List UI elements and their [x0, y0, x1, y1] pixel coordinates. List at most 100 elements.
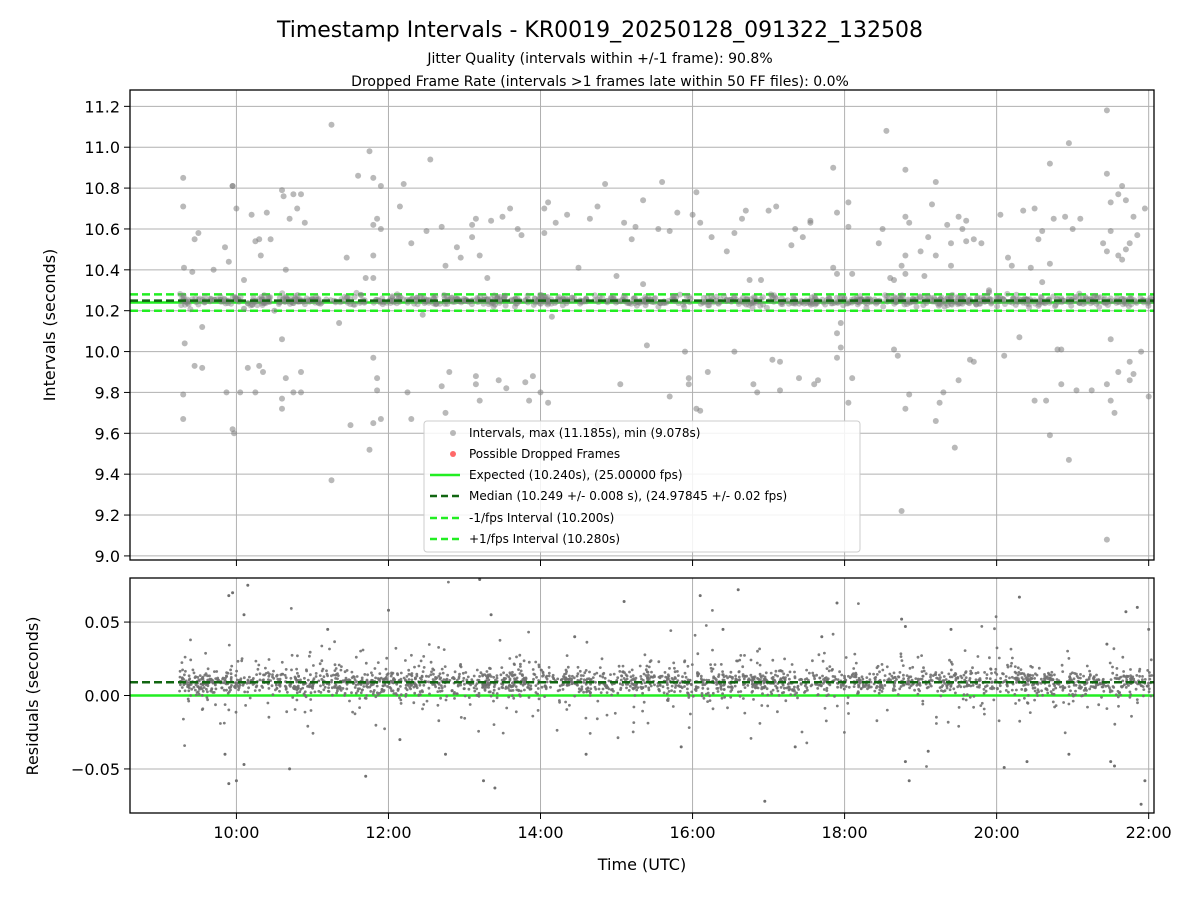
residual-point — [613, 711, 617, 715]
residual-point — [318, 674, 322, 677]
residual-point — [758, 722, 762, 725]
residual-point — [564, 700, 567, 704]
interval-point — [446, 369, 453, 375]
residual-point — [994, 667, 998, 671]
residual-point — [487, 690, 491, 694]
residual-point — [488, 666, 491, 670]
interval-point — [276, 294, 283, 301]
residual-point — [1086, 705, 1089, 709]
residual-point — [1092, 675, 1096, 679]
residual-point — [705, 692, 708, 696]
interval-point — [279, 187, 285, 194]
interval-point — [548, 313, 555, 320]
interval-point — [925, 234, 932, 241]
interval-point — [757, 302, 764, 309]
interval-point — [280, 193, 287, 200]
residual-point — [536, 709, 540, 712]
residual-point — [1124, 675, 1128, 679]
residual-point — [547, 666, 551, 669]
residual-point — [776, 674, 779, 678]
interval-point — [799, 234, 806, 241]
residual-point — [1043, 673, 1046, 676]
interval-point — [232, 294, 238, 300]
interval-point — [906, 219, 913, 226]
residual-point — [957, 724, 961, 728]
interval-point — [370, 420, 377, 427]
residual-point — [639, 675, 643, 678]
interval-point — [845, 399, 852, 406]
interval-point — [880, 303, 887, 310]
residual-point — [396, 689, 400, 692]
chart-subtitle-dropped: Dropped Frame Rate (intervals >1 frames … — [351, 74, 849, 90]
residual-point — [743, 686, 747, 689]
residual-point — [236, 684, 240, 688]
residual-point — [335, 691, 338, 695]
residual-point — [857, 683, 860, 687]
interval-point — [1026, 304, 1033, 311]
interval-point — [377, 416, 384, 422]
residual-point — [534, 691, 538, 694]
interval-point — [379, 301, 386, 308]
residual-point — [417, 694, 421, 697]
residual-point — [783, 678, 787, 682]
residual-point — [541, 671, 545, 675]
interval-point — [1107, 228, 1114, 234]
residual-point — [1049, 690, 1053, 693]
residual-point — [1127, 684, 1130, 687]
interval-point — [187, 306, 194, 313]
interval-point — [731, 348, 738, 355]
interval-point — [469, 221, 476, 228]
residual-point — [319, 691, 323, 694]
residual-point — [522, 659, 526, 663]
residual-point — [407, 668, 411, 672]
interval-point — [522, 379, 529, 386]
residual-point — [1143, 678, 1147, 681]
residual-point — [222, 721, 226, 725]
residual-point — [779, 686, 783, 689]
residual-point — [677, 684, 680, 688]
residual-point — [439, 676, 443, 680]
residual-point — [699, 674, 703, 678]
residual-point — [828, 665, 832, 668]
residual-point — [313, 690, 317, 694]
residual-point — [1014, 702, 1017, 705]
residual-point — [839, 685, 843, 689]
interval-point — [1091, 293, 1098, 299]
residual-point — [1067, 685, 1071, 688]
residual-point — [515, 655, 518, 659]
interval-point — [185, 301, 192, 308]
interval-point — [807, 301, 814, 308]
interval-point — [181, 264, 187, 271]
residual-point — [1009, 647, 1013, 651]
interval-point — [594, 203, 601, 210]
residual-point — [749, 673, 753, 677]
residual-point — [949, 627, 953, 631]
residual-point — [1111, 685, 1115, 688]
residual-point — [527, 630, 530, 634]
residual-point — [756, 649, 759, 653]
interval-point — [400, 181, 407, 187]
residual-point — [366, 673, 369, 677]
interval-point — [837, 344, 844, 351]
interval-point — [683, 293, 690, 299]
y-tick-label: 0.00 — [84, 687, 120, 706]
residual-point — [736, 588, 740, 592]
interval-point — [1103, 248, 1110, 255]
interval-point — [541, 293, 548, 300]
interval-point — [290, 191, 297, 198]
residual-point — [202, 686, 206, 689]
residual-point — [1060, 663, 1064, 667]
interval-point — [223, 389, 230, 396]
interval-point — [290, 389, 297, 396]
interval-point — [244, 300, 251, 306]
residual-point — [383, 683, 387, 687]
residual-point — [568, 674, 571, 678]
interval-point — [1145, 302, 1152, 309]
residual-point — [1068, 676, 1072, 680]
residual-point — [631, 674, 635, 677]
residual-point — [204, 672, 208, 675]
residual-point — [205, 696, 209, 699]
residual-point — [954, 672, 957, 675]
residual-point — [795, 691, 798, 695]
residual-point — [610, 693, 613, 697]
